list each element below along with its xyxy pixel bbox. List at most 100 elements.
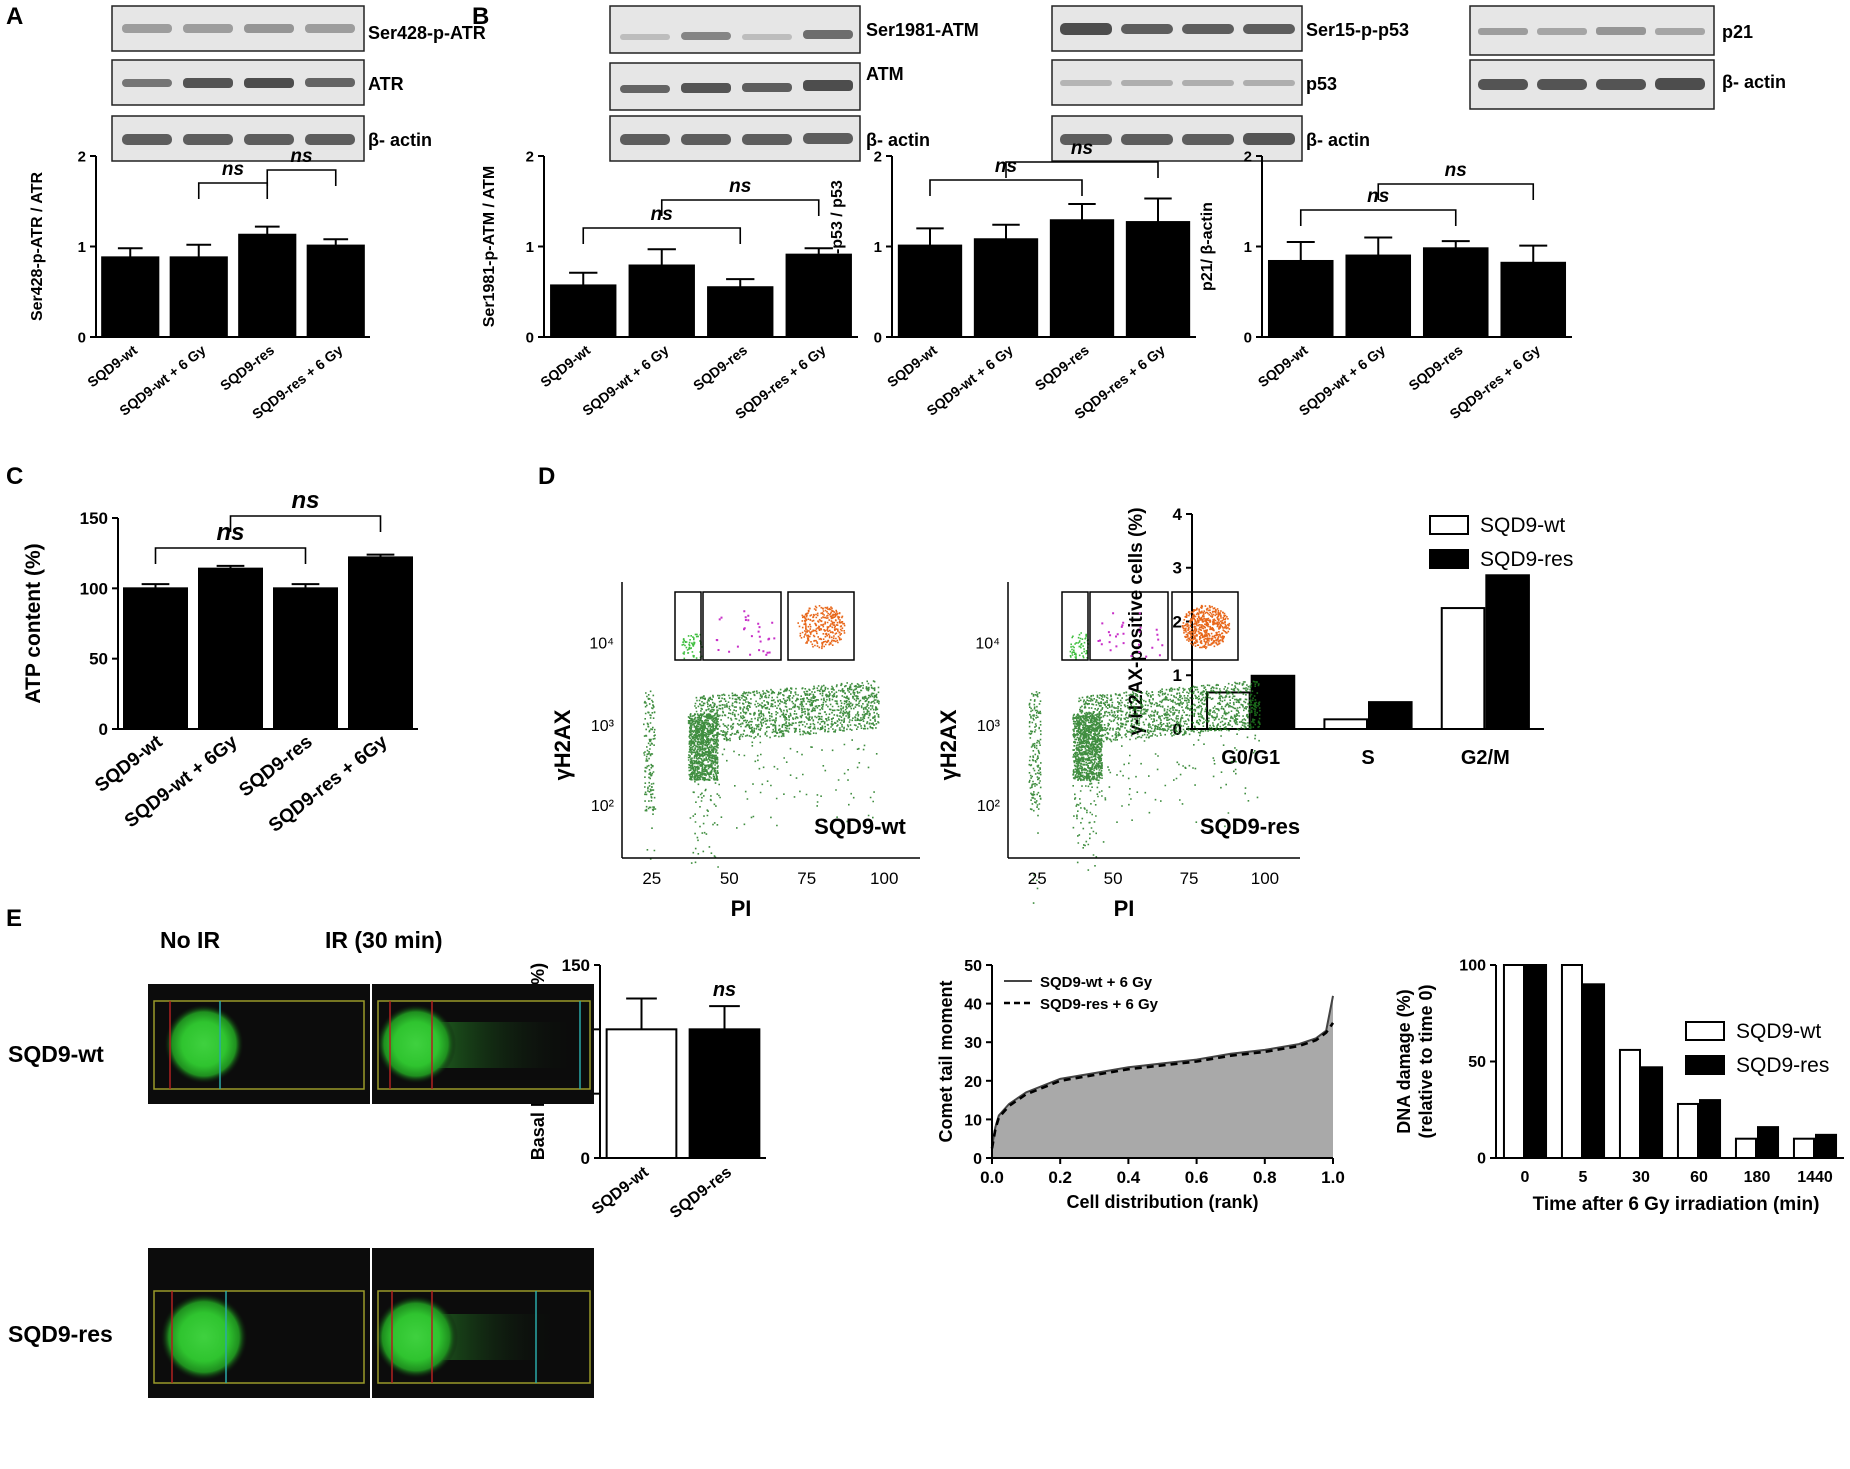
y-tick-label: 2 [526, 148, 534, 165]
y-tick-label: 2 [1244, 148, 1252, 165]
legend-label: SQD9-res + 6 Gy [1040, 996, 1159, 1013]
x-axis-label: Time after 6 Gy irradiation (min) [1533, 1194, 1820, 1215]
y-axis-label: Ser1981-p-ATM / ATM [481, 166, 498, 328]
y-tick-label: 1 [874, 239, 882, 256]
bar-sqd9-wt [1502, 964, 1525, 1159]
y-tick-label: 30 [964, 1035, 982, 1052]
y-tick-label: 1 [1173, 666, 1182, 685]
blot-label: ATR [368, 74, 404, 94]
blot-label: Ser428-p-ATR [368, 23, 486, 43]
y-tick-label: 1 [526, 239, 534, 256]
bar [238, 233, 297, 338]
legend-swatch-sqd9-wt [1685, 1021, 1725, 1041]
bar-sqd9-res [1485, 574, 1530, 731]
flow-events [1028, 680, 1261, 904]
comet-image-wt-ir [372, 984, 594, 1104]
x-category-label: SQD9-wt + 6 Gy [579, 342, 671, 419]
bar [348, 556, 413, 730]
x-tick-label: 50 [1104, 869, 1123, 888]
x-tick-label: 1.0 [1321, 1168, 1345, 1187]
flow-events-g1 [681, 633, 703, 660]
legend-label: SQD9-res [1480, 548, 1573, 571]
y-axis-label: ATP content (%) [22, 543, 45, 703]
y-tick-label: 50 [89, 650, 108, 669]
flow-events-g1 [1069, 632, 1090, 660]
bar [707, 286, 774, 339]
bar-sqd9-wt [1323, 718, 1368, 731]
bar [550, 284, 617, 339]
comet-row-label: SQD9-res [8, 1321, 113, 1347]
chart-gamma-h2ax-positive: 0 1 2 3 4 γ-H2AX-positive cells (%) G0/G1 S G2/M… [1126, 505, 1573, 769]
bar [101, 256, 160, 338]
significance-label: ns [1071, 138, 1093, 159]
y-tick-label: 50 [1468, 1054, 1486, 1071]
x-category-label: SQD9-wt [537, 342, 593, 391]
y-tick-label: 0 [874, 329, 882, 346]
x-category-label: 180 [1744, 1169, 1771, 1186]
significance-label: ns [729, 176, 751, 197]
flow-gate [702, 591, 782, 661]
legend-label: SQD9-wt + 6 Gy [1040, 974, 1153, 991]
panel-letter-a: A [6, 3, 23, 30]
significance-bracket [929, 179, 1083, 196]
y-tick-label: 1 [78, 239, 86, 256]
y-tick-label: 3 [1173, 559, 1182, 578]
flow-gate [674, 591, 702, 661]
bar [1267, 259, 1334, 339]
blot-label: Ser1981-ATM [866, 20, 979, 40]
bar [306, 244, 365, 338]
panel-letter-b: B [472, 3, 489, 30]
bar [688, 1028, 761, 1160]
legend-label: SQD9-res [1736, 1054, 1829, 1077]
y-axis-label: p21/ β-actin [1199, 202, 1216, 291]
bar [897, 244, 963, 338]
y-tick-label: 0 [526, 329, 534, 346]
x-category-label: SQD9-wt [589, 1163, 653, 1218]
legend-label: SQD9-wt [1736, 1020, 1821, 1043]
bar-sqd9-res [1815, 1133, 1838, 1159]
y-tick-label: 10 [964, 1112, 982, 1129]
bar [628, 264, 695, 339]
y-axis-label: DNA damage (%) [1394, 989, 1414, 1133]
bar-sqd9-res [1699, 1099, 1722, 1159]
blot-label: p21 [1722, 22, 1753, 42]
x-axis-label: Cell distribution (rank) [1066, 1192, 1258, 1212]
panel-letter-e: E [6, 905, 22, 932]
significance-bracket [660, 199, 820, 216]
x-tick-label: 75 [797, 869, 816, 888]
comet-image-wt-noir [148, 984, 370, 1104]
bar [785, 253, 852, 339]
flow-gate [1171, 591, 1239, 661]
x-tick-label: 100 [870, 869, 898, 888]
significance-label: ns [291, 487, 319, 514]
blot-label: β- actin [866, 130, 930, 150]
x-category-label: SQD9-res [1405, 342, 1465, 394]
flow-gate [1089, 591, 1169, 661]
panel-letter-d: D [538, 463, 555, 490]
blot-label: β- actin [1722, 72, 1786, 92]
y-tick-label: 0 [78, 329, 86, 346]
bar [169, 256, 228, 338]
y-tick-label: 150 [80, 509, 108, 528]
significance-bracket [1299, 209, 1457, 226]
flow-events [643, 680, 880, 868]
x-category-label: 60 [1690, 1169, 1708, 1186]
panel-letter-c: C [6, 463, 23, 490]
y-tick-label: 2 [874, 148, 882, 165]
y-tick-label: 10³ [977, 718, 1001, 735]
x-category-label: SQD9-res [667, 1164, 735, 1222]
comet-col-label: No IR [160, 927, 220, 953]
flow-gate [1061, 591, 1089, 661]
y-axis-label: Ser428-p-ATR / ATR [29, 172, 46, 322]
bar-sqd9-wt [1676, 1102, 1699, 1159]
blot-label: β- actin [368, 130, 432, 150]
y-tick-label: 4 [1173, 505, 1183, 524]
flow-gate [787, 591, 855, 661]
significance-bracket [229, 515, 382, 532]
x-category-label: 1440 [1797, 1169, 1833, 1186]
x-category-label: 30 [1632, 1169, 1650, 1186]
significance-label: ns [222, 159, 244, 180]
